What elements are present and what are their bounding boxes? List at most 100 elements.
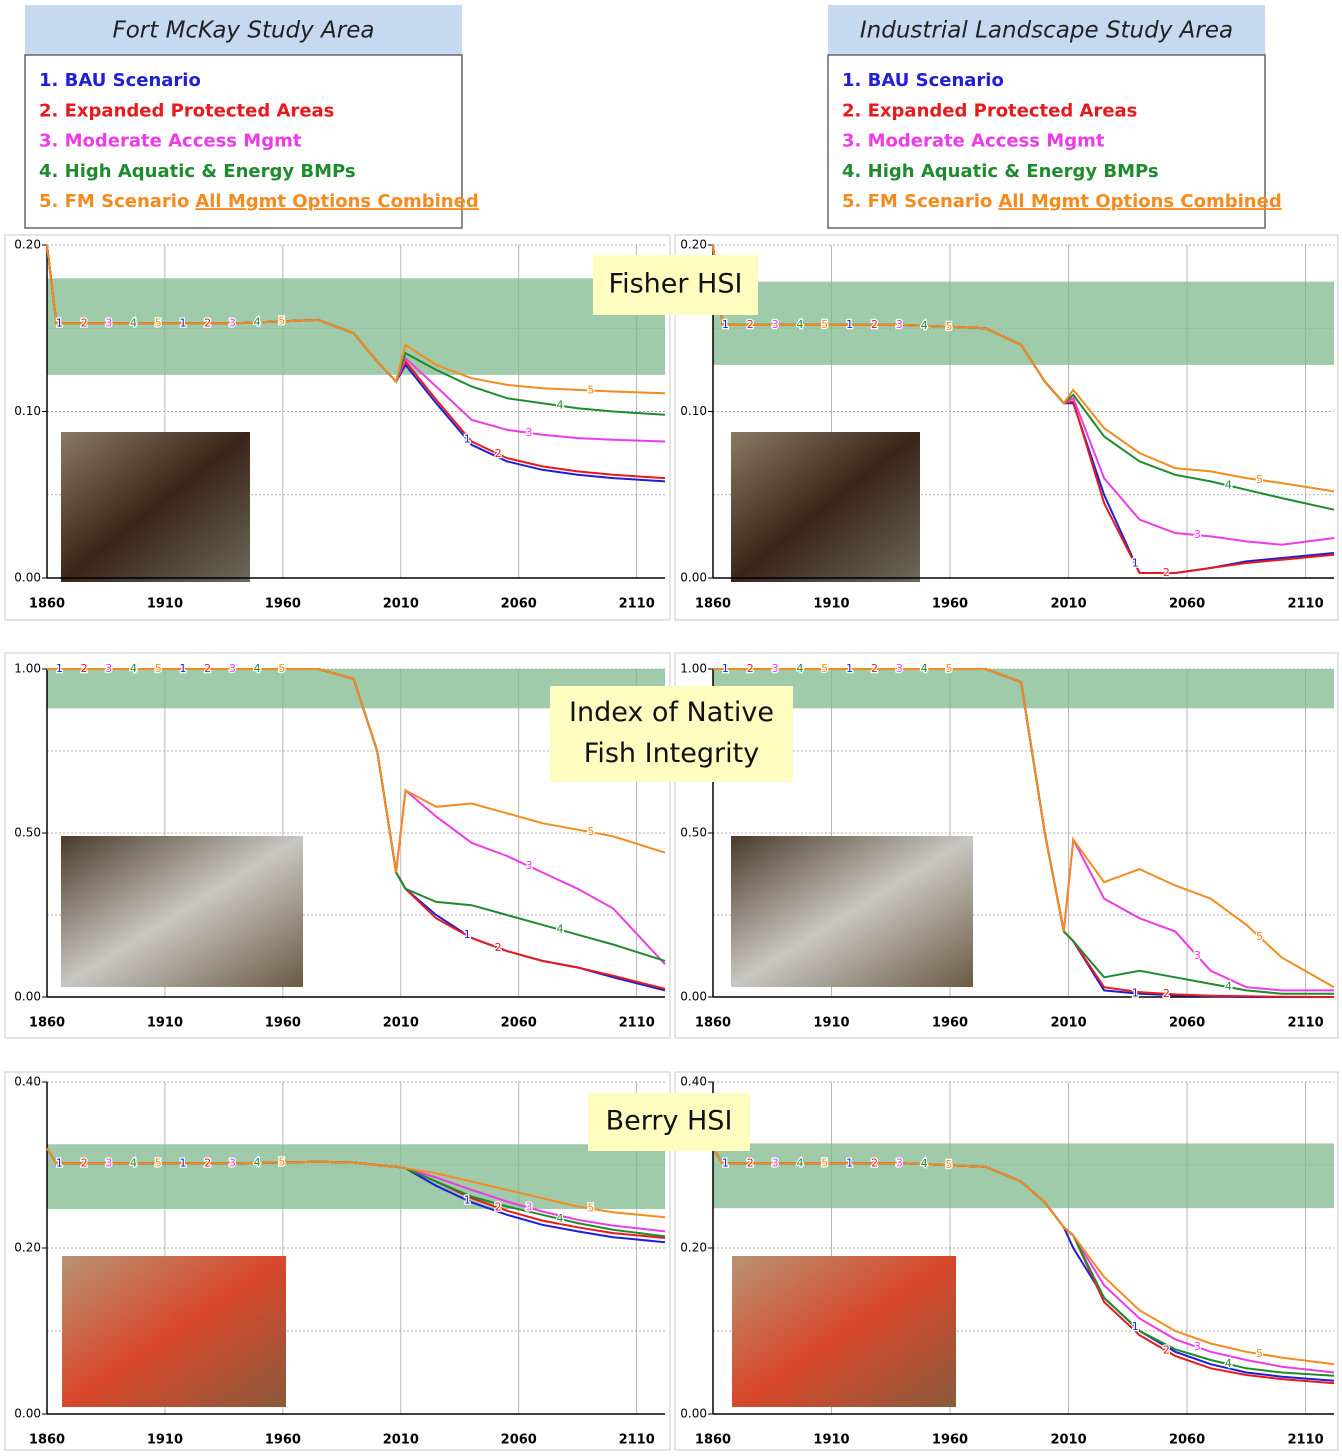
x-tick-label: 1960 — [932, 597, 968, 612]
y-tick-label: 0.00 — [680, 571, 707, 585]
x-tick-label: 1860 — [29, 1433, 65, 1448]
line-label: 4 — [1225, 479, 1232, 492]
line-label: 2 — [1163, 987, 1170, 1000]
line-label: 4 — [556, 399, 563, 412]
line-label: 3 — [1194, 1340, 1201, 1353]
legend-item: 4. High Aquatic & Energy BMPs — [842, 161, 1159, 182]
line-label: 2 — [871, 1156, 878, 1169]
panel-label-box — [593, 255, 758, 315]
line-label: 1 — [179, 662, 186, 675]
x-tick-label: 2110 — [619, 597, 655, 612]
x-tick-label: 1860 — [29, 1016, 65, 1031]
line-label: 5 — [945, 1158, 952, 1171]
legend-header — [828, 5, 1265, 55]
x-tick-label: 1860 — [695, 597, 731, 612]
legend-title: Fort McKay Study Area — [112, 18, 374, 44]
y-tick-label: 0.00 — [14, 990, 41, 1004]
line-label: 4 — [254, 315, 261, 328]
y-tick-label: 0.10 — [680, 404, 707, 418]
y-tick-label: 0.40 — [14, 1075, 41, 1089]
x-tick-label: 2010 — [1050, 597, 1086, 612]
line-label: 5 — [821, 318, 828, 331]
line-label: 4 — [796, 318, 803, 331]
panel-label: Berry HSI — [606, 1106, 733, 1137]
line-label: 3 — [105, 1156, 112, 1169]
line-label: 1 — [722, 318, 729, 331]
y-tick-label: 0.00 — [680, 990, 707, 1004]
line-label: 2 — [747, 318, 754, 331]
line-label: 2 — [747, 662, 754, 675]
line-label: 5 — [155, 662, 162, 675]
legend-note: All Mgmt Options Combined — [195, 191, 478, 212]
series-line — [713, 668, 1335, 989]
legend-item: 5. FM Scenario — [842, 191, 992, 212]
x-tick-label: 2110 — [619, 1433, 655, 1448]
series-line — [46, 1147, 666, 1219]
line-label: 4 — [1225, 980, 1232, 993]
legend-box — [24, 54, 463, 229]
y-tick-label: 0.20 — [680, 1241, 707, 1255]
legend-note: All Mgmt Options Combined — [998, 191, 1281, 212]
line-label: 1 — [1132, 556, 1139, 569]
line-label: 1 — [846, 1156, 853, 1169]
x-tick-label: 1910 — [813, 1433, 849, 1448]
x-tick-label: 1910 — [147, 1433, 183, 1448]
line-label: 1 — [179, 1156, 186, 1169]
x-tick-label: 1910 — [813, 1016, 849, 1031]
y-tick-label: 1.00 — [680, 662, 707, 676]
photo — [61, 432, 250, 582]
legend-item: 2. Expanded Protected Areas — [39, 100, 334, 121]
line-label: 4 — [921, 662, 928, 675]
line-label: 2 — [495, 1201, 502, 1214]
photo — [61, 836, 303, 987]
line-label: 5 — [945, 662, 952, 675]
x-tick-label: 2060 — [1169, 1433, 1205, 1448]
line-label: 1 — [464, 433, 471, 446]
x-tick-label: 2060 — [1169, 1016, 1205, 1031]
x-tick-label: 1910 — [813, 597, 849, 612]
legend-item: 1. BAU Scenario — [842, 70, 1004, 91]
line-label: 2 — [747, 1156, 754, 1169]
x-tick-label: 2060 — [501, 597, 537, 612]
line-label: 1 — [722, 662, 729, 675]
y-tick-label: 0.10 — [14, 404, 41, 418]
line-label: 2 — [204, 316, 211, 329]
x-tick-label: 1910 — [147, 597, 183, 612]
line-label: 2 — [204, 1156, 211, 1169]
x-tick-label: 2060 — [1169, 597, 1205, 612]
line-label: 4 — [556, 923, 563, 936]
line-label: 5 — [821, 662, 828, 675]
x-tick-label: 1960 — [265, 1433, 301, 1448]
line-label: 2 — [204, 662, 211, 675]
line-label: 5 — [1256, 1347, 1263, 1360]
line-label: 3 — [1194, 528, 1201, 541]
panel-label: Index of Native — [569, 697, 774, 728]
y-tick-label: 0.50 — [14, 826, 41, 840]
line-label: 2 — [81, 662, 88, 675]
line-label: 5 — [587, 383, 594, 396]
line-label: 2 — [495, 941, 502, 954]
line-label: 5 — [278, 1155, 285, 1168]
x-tick-label: 2110 — [1287, 597, 1323, 612]
legend-item: 5. FM Scenario — [39, 191, 189, 212]
legend-item: 2. Expanded Protected Areas — [842, 100, 1137, 121]
line-label: 4 — [796, 662, 803, 675]
legend-header — [25, 5, 462, 55]
line-label: 5 — [821, 1156, 828, 1169]
line-label: 5 — [587, 1202, 594, 1215]
y-tick-label: 0.00 — [14, 1407, 41, 1421]
x-tick-label: 1960 — [932, 1433, 968, 1448]
line-label: 3 — [772, 1156, 779, 1169]
line-label: 1 — [722, 1156, 729, 1169]
line-label: 3 — [526, 426, 533, 439]
line-label: 3 — [229, 1156, 236, 1169]
y-tick-label: 0.50 — [680, 826, 707, 840]
x-tick-label: 1910 — [147, 1016, 183, 1031]
line-label: 4 — [921, 319, 928, 332]
target-band — [713, 1143, 1334, 1209]
line-label: 5 — [278, 314, 285, 327]
line-label: 4 — [130, 1156, 137, 1169]
photo — [731, 836, 973, 987]
target-band — [47, 1144, 665, 1209]
line-label: 2 — [1163, 1344, 1170, 1357]
